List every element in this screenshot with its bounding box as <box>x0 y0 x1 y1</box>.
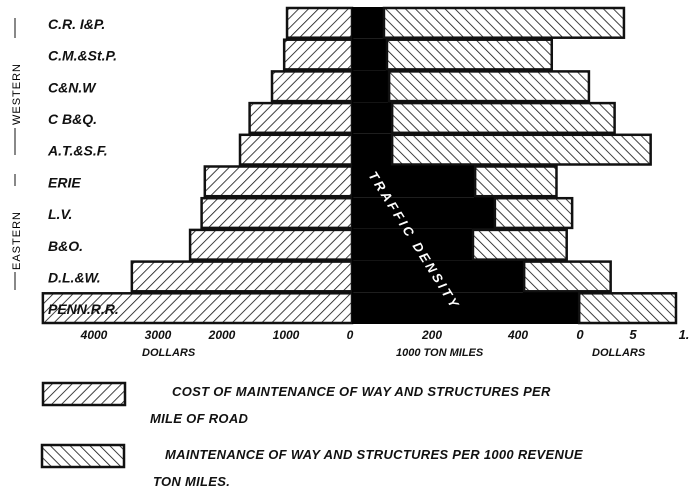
bar-traffic-density <box>352 38 387 71</box>
bar-traffic-density <box>352 292 580 324</box>
bar-traffic-density <box>352 197 495 229</box>
legend-text-line1: MAINTENANCE OF WAY AND STRUCTURES PER 10… <box>165 447 583 462</box>
category-label: C B&Q. <box>48 111 97 127</box>
bar-traffic-density <box>352 228 473 261</box>
bar-cost-per-mile <box>130 260 354 293</box>
left-axis-label: DOLLARS <box>142 347 196 359</box>
middle-tick-label: 200 <box>421 328 442 342</box>
left-tick-label: 3000 <box>145 328 172 342</box>
group-eastern: EASTERN <box>11 174 23 290</box>
category-label: ERIE <box>48 174 81 190</box>
category-label: A.T.&S.F. <box>47 143 108 159</box>
category-label: B&O. <box>48 238 83 254</box>
bar-traffic-density <box>352 70 390 103</box>
bar-per-ton-miles <box>382 6 626 39</box>
bar-cost-per-mile <box>282 38 354 71</box>
right-tick-label: 0 <box>576 327 584 342</box>
legend-swatch-cost-per-mile <box>41 381 127 407</box>
legend-item-per-ton-miles: MAINTENANCE OF WAY AND STRUCTURES PER 10… <box>153 441 583 495</box>
bar-per-ton-miles <box>493 196 574 230</box>
left-tick-label: 4000 <box>80 328 108 342</box>
bar-per-ton-miles <box>522 260 612 293</box>
group-western: WESTERN <box>11 18 23 155</box>
category-label: L.V. <box>48 206 72 222</box>
bar-cost-per-mile <box>270 70 354 103</box>
legend-swatch-per-ton-miles <box>40 443 126 469</box>
legend-item-cost-per-mile: COST OF MAINTENANCE OF WAY AND STRUCTURE… <box>150 378 551 432</box>
legend-text-line2: TON MILES. <box>153 474 231 489</box>
group-label-western: WESTERN <box>11 63 23 125</box>
bar-cost-per-mile <box>203 165 354 198</box>
bar-traffic-density <box>352 165 476 198</box>
bar-traffic-density <box>352 260 525 293</box>
left-tick-label: 2000 <box>208 328 236 342</box>
middle-tick-label: 400 <box>507 328 528 342</box>
bar-per-ton-miles <box>473 165 558 198</box>
group-label-eastern: EASTERN <box>11 211 23 270</box>
bar-traffic-density <box>352 7 384 39</box>
bar-traffic-density <box>352 102 393 134</box>
bar-cost-per-mile <box>188 228 354 261</box>
middle-axis-label: 1000 TON MILES <box>396 347 484 359</box>
bar-per-ton-miles <box>390 101 616 135</box>
category-label: C.R. I&P. <box>48 16 105 32</box>
bar-per-ton-miles <box>577 292 678 325</box>
legend-text-line2: MILE OF ROAD <box>150 411 249 426</box>
left-tick-label: 0 <box>347 328 354 342</box>
category-label: C.M.&St.P. <box>48 48 117 64</box>
bar-cost-per-mile <box>248 101 354 135</box>
right-tick-label: 1. <box>679 327 690 342</box>
right-axis-label: DOLLARS <box>592 347 646 359</box>
bar-per-ton-miles <box>385 38 554 71</box>
bar-cost-per-mile <box>238 133 354 166</box>
bar-cost-per-mile <box>200 196 354 230</box>
bar-traffic-density <box>352 133 393 166</box>
bar-per-ton-miles <box>390 133 652 166</box>
right-tick-label: 5 <box>629 327 637 342</box>
category-label: C&N.W <box>48 79 97 95</box>
bar-cost-per-mile <box>285 6 354 39</box>
category-label: D.L.&W. <box>48 269 101 285</box>
bar-per-ton-miles <box>387 70 591 103</box>
legend-text-line1: COST OF MAINTENANCE OF WAY AND STRUCTURE… <box>172 384 551 399</box>
left-tick-label: 1000 <box>273 328 300 342</box>
category-label: PENN.R.R. <box>48 301 119 317</box>
bar-per-ton-miles <box>471 228 568 261</box>
